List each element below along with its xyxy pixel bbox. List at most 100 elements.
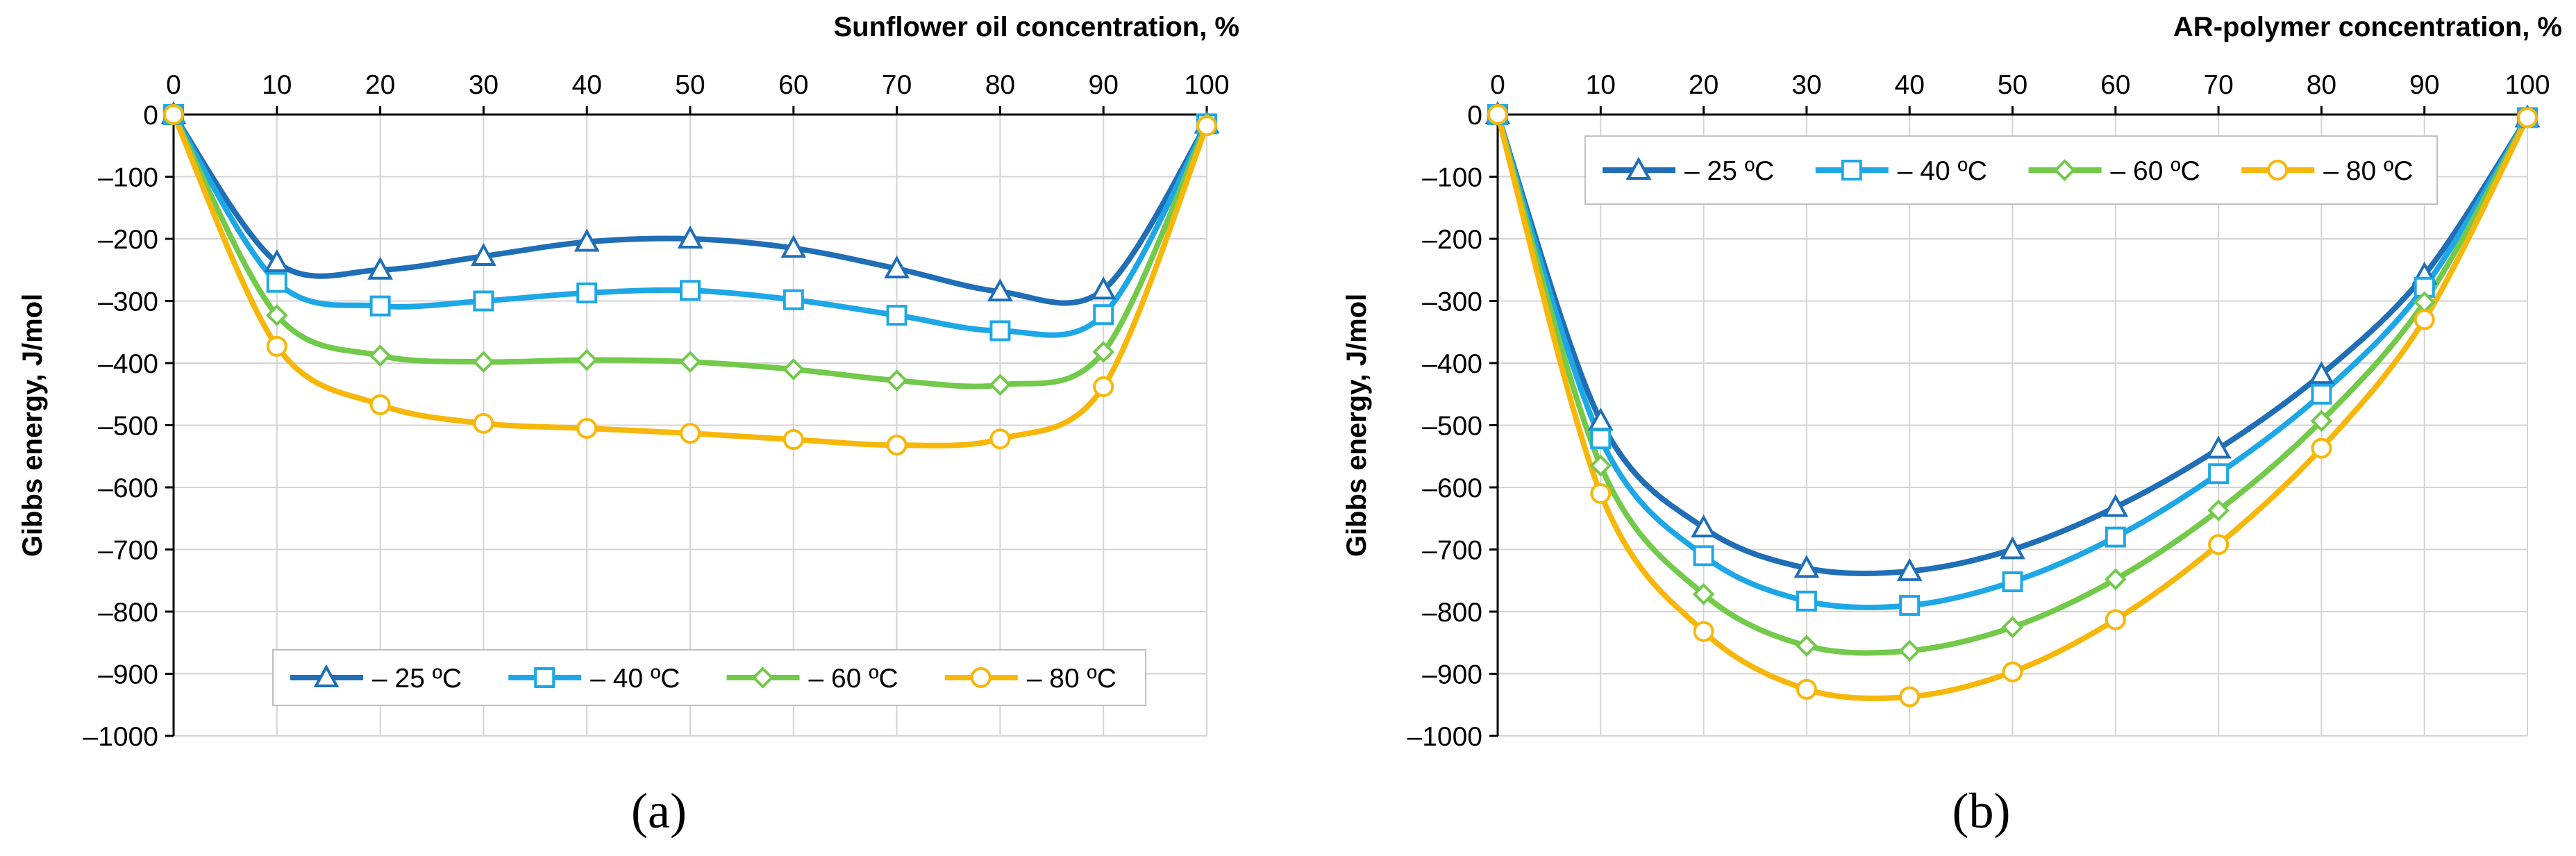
y-tick-label: –700 xyxy=(98,536,158,566)
data-point-marker xyxy=(677,225,703,249)
x-tick-label: 10 xyxy=(262,70,292,100)
y-tick-label: –100 xyxy=(1422,163,1482,193)
data-point-marker xyxy=(2207,499,2230,521)
data-point-marker xyxy=(886,435,908,456)
legend-marker xyxy=(2053,159,2076,181)
x-tick-label: 60 xyxy=(2100,70,2130,100)
data-point-marker xyxy=(989,320,1011,342)
data-point-marker xyxy=(2311,437,2332,459)
y-tick-label: –400 xyxy=(1422,349,1482,379)
data-point-marker xyxy=(1793,555,1820,578)
x-axis-title: AR-polymer concentration, % xyxy=(2173,12,2562,42)
data-point-marker xyxy=(987,278,1013,302)
x-tick-label: 30 xyxy=(469,70,499,100)
legend-label: – 80 ºC xyxy=(2323,156,2413,186)
data-point-marker xyxy=(680,423,701,444)
y-tick-label: –200 xyxy=(1422,225,1482,255)
data-point-marker xyxy=(2208,534,2230,555)
legend-label: – 60 ºC xyxy=(809,664,898,694)
data-point-marker xyxy=(2002,661,2023,682)
data-point-marker xyxy=(2104,568,2127,591)
y-tick-label: –1000 xyxy=(1407,722,1482,752)
data-point-marker xyxy=(471,242,496,267)
data-point-marker xyxy=(2002,571,2023,593)
legend-label: – 40 ºC xyxy=(1898,156,1987,186)
chart-panel-a: 0 10 20 30 40 50 60 70 80 90 100 0 –100 –200 –300 –400 –… xyxy=(17,12,1239,839)
y-tick-label: –500 xyxy=(1422,412,1482,442)
x-tick-label: 100 xyxy=(1184,70,1229,100)
data-point-marker xyxy=(680,280,701,301)
data-point-marker xyxy=(2102,494,2129,517)
y-tick-label: –500 xyxy=(98,412,158,442)
panel-label: (b) xyxy=(1952,783,2011,839)
data-point-marker xyxy=(886,305,908,326)
data-point-marker xyxy=(782,358,805,380)
x-tick-label: 70 xyxy=(2203,70,2233,100)
x-tick-label: 10 xyxy=(1586,70,1616,100)
data-point-marker xyxy=(2414,309,2435,330)
data-point-marker xyxy=(1898,639,1921,662)
data-point-marker xyxy=(369,295,391,317)
y-tick-label: –1000 xyxy=(83,722,158,752)
x-tick-label: 70 xyxy=(882,70,912,100)
legend-label: – 40 ºC xyxy=(590,664,680,694)
data-point-marker xyxy=(2205,435,2232,459)
x-tick-label: 90 xyxy=(1089,70,1119,100)
legend-marker xyxy=(970,667,992,688)
legend-label: – 60 ºC xyxy=(2111,156,2200,186)
data-point-marker xyxy=(783,289,804,310)
data-point-marker xyxy=(473,290,494,312)
data-point-marker xyxy=(576,417,598,439)
data-point-marker xyxy=(1693,545,1714,567)
data-point-marker xyxy=(473,412,494,434)
data-point-marker xyxy=(576,349,599,371)
legend-label: – 80 ºC xyxy=(1027,664,1116,694)
data-point-marker xyxy=(1090,276,1116,300)
data-point-marker xyxy=(989,428,1011,450)
x-tick-label: 60 xyxy=(778,70,808,100)
data-point-marker xyxy=(780,235,807,258)
x-tick-label: 90 xyxy=(2409,70,2439,100)
y-tick-label: –600 xyxy=(1422,473,1482,503)
data-point-marker xyxy=(1896,557,1923,581)
data-point-marker xyxy=(472,351,495,374)
data-point-marker xyxy=(2309,360,2334,385)
data-point-marker xyxy=(2517,107,2538,128)
data-point-marker xyxy=(1796,590,1817,612)
data-point-marker xyxy=(1093,376,1114,398)
data-point-marker xyxy=(885,369,908,392)
data-point-marker xyxy=(264,249,290,273)
x-tick-label: 20 xyxy=(1689,70,1718,100)
series-line xyxy=(1495,112,2530,611)
legend-marker xyxy=(534,667,555,688)
y-axis-title: Gibbs energy, J/mol xyxy=(17,294,48,557)
data-point-marker xyxy=(1093,304,1114,326)
data-point-marker xyxy=(1796,678,1817,700)
x-tick-label: 30 xyxy=(1791,70,1821,100)
data-point-marker xyxy=(574,228,600,252)
data-point-marker xyxy=(1590,482,1612,504)
data-point-marker xyxy=(1899,686,1921,707)
x-axis-title: Sunflower oil concentration, % xyxy=(834,12,1240,42)
y-tick-label: –800 xyxy=(1422,598,1482,628)
data-point-marker xyxy=(266,271,287,293)
x-tick-label: 50 xyxy=(1998,70,2027,100)
y-tick-label: –600 xyxy=(98,473,158,503)
legend-label: – 25 ºC xyxy=(1684,156,1774,186)
legend-marker xyxy=(2267,160,2289,181)
y-tick-label: 0 xyxy=(143,101,158,131)
data-point-marker xyxy=(989,374,1012,396)
data-point-marker xyxy=(369,394,391,415)
data-point-marker xyxy=(679,351,701,374)
data-point-marker xyxy=(1796,635,1818,657)
data-point-marker xyxy=(2310,410,2333,433)
data-point-marker xyxy=(1590,428,1612,450)
data-point-marker xyxy=(2001,616,2024,639)
chart-panel-b: 0 10 20 30 40 50 60 70 80 90 100 0 –100 –200 –300 –400 –… xyxy=(1341,12,2562,839)
data-point-marker xyxy=(576,282,598,303)
data-point-marker xyxy=(369,344,392,367)
panel-label: (a) xyxy=(631,783,687,839)
legend-marker xyxy=(751,666,774,689)
data-point-marker xyxy=(1589,454,1612,477)
y-tick-label: 0 xyxy=(1467,101,1482,131)
